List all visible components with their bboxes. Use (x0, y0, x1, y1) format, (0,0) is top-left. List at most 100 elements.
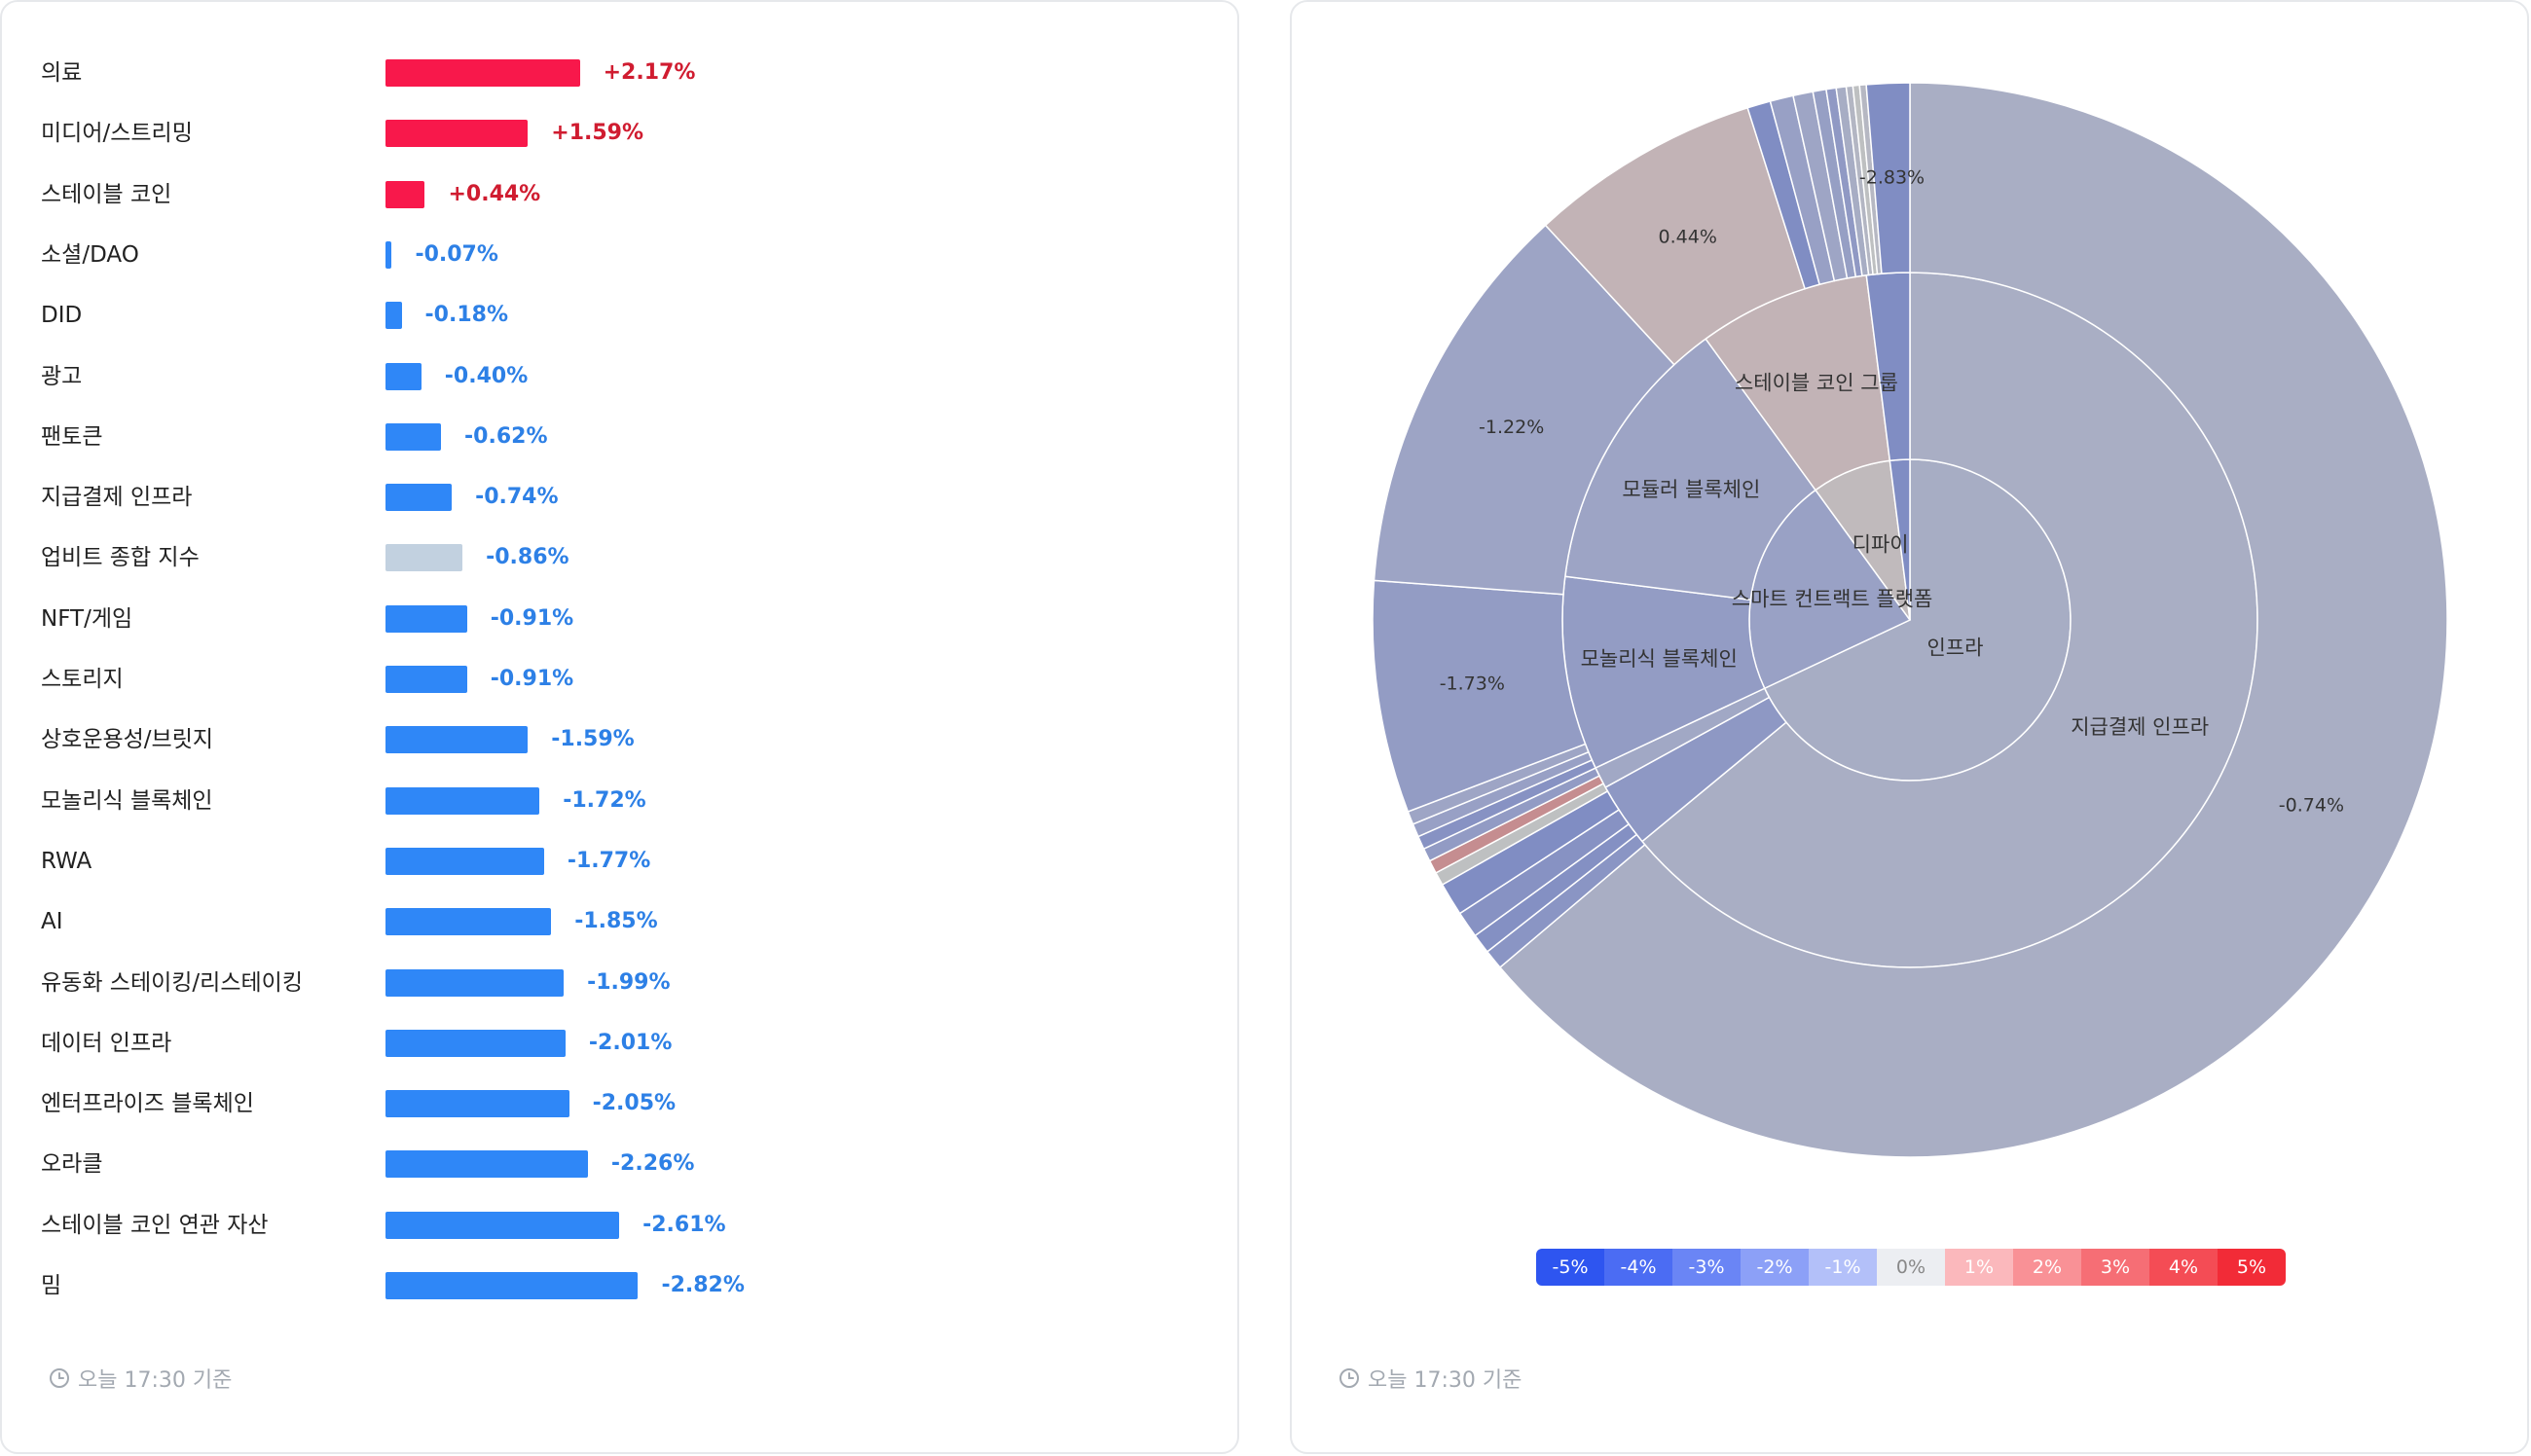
sector-row[interactable]: 의료 +2.17% (41, 54, 1209, 92)
sector-row[interactable]: 팬토큰 -0.62% (41, 418, 1209, 456)
sector-bar (385, 1211, 620, 1239)
sunburst-label: 모놀리식 블록체인 (1581, 647, 1738, 671)
updated-time: 오늘 17:30 기준 (1339, 1363, 1522, 1394)
sector-bar (385, 422, 442, 451)
sector-row[interactable]: RWA -1.77% (41, 842, 1209, 881)
sector-change-value: -0.18% (424, 303, 509, 328)
sector-label: 스테이블 코인 연관 자산 (41, 1212, 269, 1238)
legend-swatch: -3% (1672, 1249, 1741, 1286)
sector-change-value: -0.74% (475, 485, 559, 510)
updated-time: 오늘 17:30 기준 (49, 1363, 232, 1394)
sector-change-value: -1.99% (587, 969, 671, 995)
sector-row[interactable]: 엔터프라이즈 블록체인 -2.05% (41, 1084, 1209, 1123)
sector-change-value: -0.91% (490, 605, 574, 631)
sector-label: 스테이블 코인 (41, 181, 172, 207)
sector-sunburst-panel: 인프라 스마트 컨트랙트 플랫폼 디파이 지급결제 인프라 모놀리식 블록체인 모듈러 블… (1290, 0, 2529, 1454)
sunburst-label: 스마트 컨트랙트 플랫폼 (1732, 587, 1933, 610)
sector-row[interactable]: 지급결제 인프라 -0.74% (41, 478, 1209, 517)
sector-row[interactable]: 소셜/DAO -0.07% (41, 236, 1209, 274)
sector-change-value: -1.59% (551, 727, 635, 752)
sunburst-label: -0.74% (2279, 795, 2344, 817)
sector-label: AI (41, 909, 63, 935)
legend-swatch: -2% (1741, 1249, 1809, 1286)
sector-label: RWA (41, 848, 92, 874)
sector-change-value: -1.85% (574, 909, 658, 934)
color-scale-legend: -5% -4% -3% -2% -1% 0% 1% 2% 3% 4% 5% (1536, 1249, 2286, 1286)
sector-row[interactable]: 밈 -2.82% (41, 1266, 1209, 1305)
sector-label: 엔터프라이즈 블록체인 (41, 1091, 254, 1117)
sector-change-value: -2.05% (592, 1091, 677, 1116)
sector-row[interactable]: NFT/게임 -0.91% (41, 600, 1209, 638)
sector-label: 미디어/스트리밍 (41, 121, 193, 147)
sunburst-label: -1.22% (1479, 417, 1544, 438)
sector-change-value: -1.72% (563, 787, 646, 813)
sector-row[interactable]: AI -1.85% (41, 902, 1209, 941)
sector-row[interactable]: 유동화 스테이킹/리스테이킹 -1.99% (41, 964, 1209, 1002)
sector-row[interactable]: 스토리지 -0.91% (41, 660, 1209, 699)
sector-label: 상호운용성/브릿지 (41, 727, 214, 753)
sector-change-value: -0.91% (490, 667, 574, 691)
legend-swatch: -4% (1604, 1249, 1672, 1286)
sunburst-label: 0.44% (1659, 226, 1717, 247)
sector-change-value: -1.77% (567, 848, 651, 873)
sector-bar (385, 1150, 588, 1179)
sector-change-value: -0.86% (486, 545, 569, 570)
sector-row[interactable]: DID -0.18% (41, 296, 1209, 335)
sector-row[interactable]: 스테이블 코인 +0.44% (41, 175, 1209, 214)
sector-row[interactable]: 업비트 종합 지수 -0.86% (41, 538, 1209, 577)
sector-bar (385, 362, 422, 390)
sector-label: 팬토큰 (41, 423, 103, 450)
sector-label: 스토리지 (41, 667, 124, 692)
sector-bar (385, 908, 552, 936)
sector-bar (385, 484, 453, 512)
sunburst-segment[interactable] (1498, 82, 2448, 1158)
sector-label: 광고 (41, 363, 83, 389)
sector-bar (385, 1029, 566, 1057)
sector-change-value: -2.61% (642, 1212, 726, 1237)
sector-change-value: +2.17% (603, 60, 696, 85)
sector-label: 유동화 스테이킹/리스테이킹 (41, 969, 303, 996)
sector-row[interactable]: 미디어/스트리밍 +1.59% (41, 114, 1209, 153)
sector-bar (385, 120, 529, 148)
sector-label: 소셜/DAO (41, 241, 139, 268)
sunburst-label: 인프라 (1926, 636, 1983, 659)
sector-label: 지급결제 인프라 (41, 485, 193, 511)
sector-bar (385, 786, 540, 815)
sunburst-label: -1.73% (1440, 673, 1505, 694)
sector-change-value: -2.82% (661, 1273, 745, 1297)
legend-swatch: 3% (2081, 1249, 2149, 1286)
legend-swatch: 5% (2218, 1249, 2286, 1286)
sunburst-label: 스테이블 코인 그룹 (1735, 371, 1898, 394)
sunburst-segment[interactable] (1865, 82, 1911, 274)
sector-label: DID (41, 303, 83, 329)
sector-row[interactable]: 광고 -0.40% (41, 357, 1209, 396)
sector-bar (385, 968, 565, 997)
sunburst-label: -2.83% (1859, 166, 1925, 188)
sector-label: NFT/게임 (41, 605, 133, 632)
timestamp-text: 오늘 17:30 기준 (1368, 1368, 1522, 1393)
sector-change-value: -0.07% (415, 241, 498, 267)
sector-bar-panel: 의료 +2.17% 미디어/스트리밍 +1.59% 스테이블 코인 +0.44% 소셜/DA… (0, 0, 1239, 1454)
sector-label: 업비트 종합 지수 (41, 545, 200, 571)
sector-row[interactable]: 데이터 인프라 -2.01% (41, 1024, 1209, 1063)
sector-change-value: -0.40% (444, 363, 529, 388)
clock-icon (50, 1368, 69, 1388)
legend-swatch: 1% (1945, 1249, 2013, 1286)
sector-bar (385, 604, 467, 633)
sector-bar (385, 666, 467, 693)
sunburst-label: 디파이 (1852, 532, 1909, 556)
sector-row[interactable]: 오라클 -2.26% (41, 1145, 1209, 1183)
sector-change-value: +1.59% (551, 121, 644, 146)
sector-bar (385, 302, 402, 330)
sector-change-value: -2.01% (588, 1030, 673, 1055)
sector-bar (385, 726, 529, 754)
sector-row[interactable]: 모놀리식 블록체인 -1.72% (41, 782, 1209, 820)
sector-row[interactable]: 상호운용성/브릿지 -1.59% (41, 720, 1209, 759)
legend-swatch: -1% (1809, 1249, 1877, 1286)
legend-swatch: 0% (1877, 1249, 1945, 1286)
sector-bar (385, 847, 544, 875)
sector-bar (385, 180, 425, 208)
sunburst-label: 모듈러 블록체인 (1622, 478, 1760, 501)
sector-row[interactable]: 스테이블 코인 연관 자산 -2.61% (41, 1206, 1209, 1245)
